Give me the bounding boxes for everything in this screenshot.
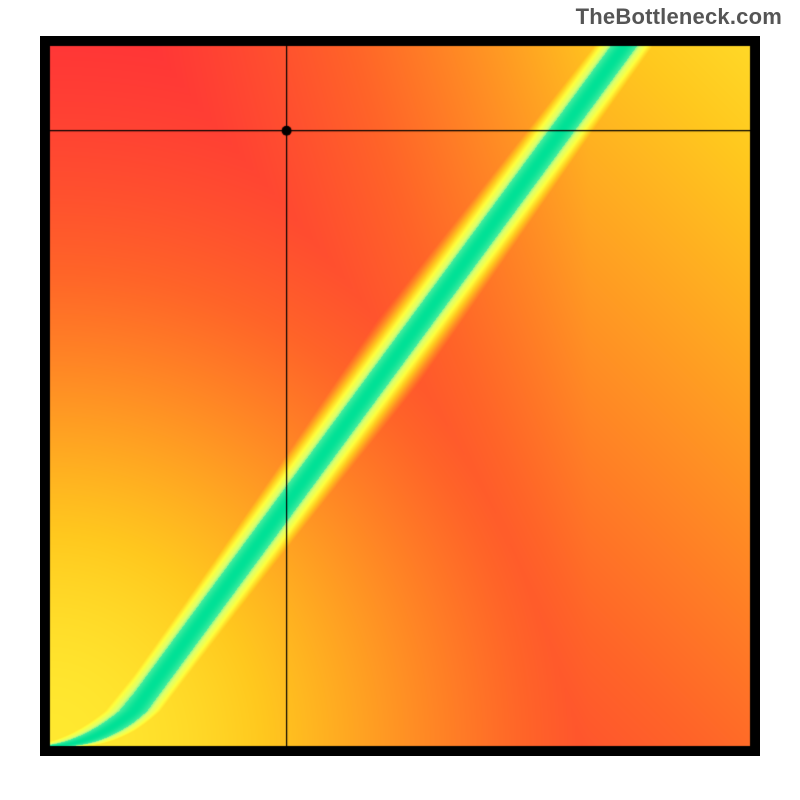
bottleneck-heatmap — [40, 36, 760, 756]
heatmap-canvas — [40, 36, 760, 756]
watermark-text: TheBottleneck.com — [576, 4, 782, 30]
